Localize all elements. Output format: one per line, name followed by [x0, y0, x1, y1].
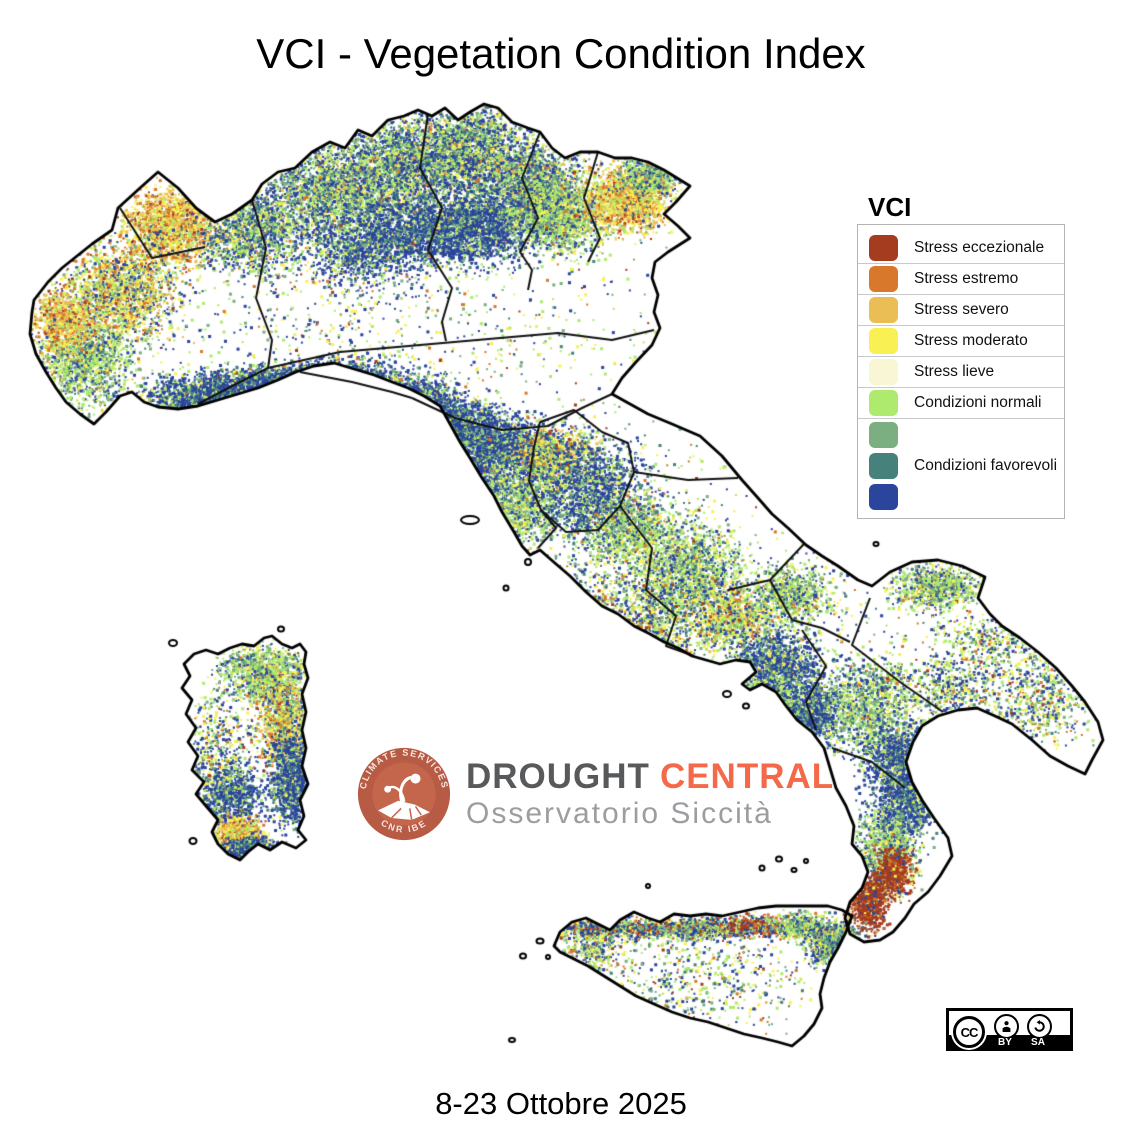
legend-swatch — [869, 266, 898, 292]
legend-label: Condizioni favorevoli — [914, 456, 1058, 474]
cc-sa-arrow-icon — [1027, 1014, 1052, 1039]
cc-icon: CC — [953, 1016, 985, 1048]
legend-row: Stress lieve — [858, 357, 1064, 388]
legend-label: Stress eccezionale — [914, 239, 1045, 256]
legend-swatch — [869, 328, 898, 354]
logo-brand: DROUGHT CENTRAL — [466, 756, 835, 796]
cc-by-person-icon — [994, 1014, 1019, 1039]
legend-label: Stress estremo — [914, 270, 1019, 287]
legend-swatch — [869, 235, 898, 261]
legend-row: Condizioni favorevoli — [858, 450, 1064, 481]
legend-label: Stress lieve — [914, 363, 995, 380]
legend-label: Stress moderato — [914, 332, 1028, 349]
cc-license-badge: CC BY SA — [946, 1008, 1073, 1051]
wilted-plant-icon — [378, 773, 430, 821]
legend-swatch — [869, 390, 898, 416]
legend-row: Condizioni normali — [858, 388, 1064, 419]
logo-brand-secondary: CENTRAL — [659, 756, 835, 796]
page-title: VCI - Vegetation Condition Index — [256, 30, 866, 77]
legend-row: Stress estremo — [858, 264, 1064, 295]
legend-heading: VCI — [868, 192, 912, 222]
legend-row: Stress moderato — [858, 326, 1064, 357]
cc-by-label: BY — [998, 1037, 1012, 1048]
logo-text: DROUGHT CENTRAL Osservatorio Siccità — [466, 756, 835, 830]
climate-services-badge-icon: CLIMATE SERVICES CNR IBE — [358, 747, 451, 841]
legend-label: Condizioni normali — [914, 394, 1042, 411]
drought-central-logo: CLIMATE SERVICES CNR IBE DROUGHT CENTRAL … — [356, 746, 834, 842]
logo-brand-primary: DROUGHT — [466, 756, 650, 796]
legend-row: Stress eccezionale — [858, 233, 1064, 264]
legend-row: Stress severo — [858, 295, 1064, 326]
legend-label: Stress severo — [914, 301, 1009, 318]
legend-row — [858, 419, 1064, 450]
legend-box: Stress eccezionale Stress estremo Stress s… — [857, 224, 1065, 519]
legend-swatch — [869, 297, 898, 323]
legend-swatch — [869, 452, 898, 479]
legend-swatch — [869, 421, 898, 448]
legend-swatch — [869, 483, 898, 510]
cc-sa-label: SA — [1031, 1037, 1045, 1048]
legend-swatch — [869, 359, 898, 385]
legend-row — [858, 481, 1064, 512]
logo-subtitle: Osservatorio Siccità — [466, 796, 773, 830]
date-range-label: 8-23 Ottobre 2025 — [435, 1086, 687, 1121]
